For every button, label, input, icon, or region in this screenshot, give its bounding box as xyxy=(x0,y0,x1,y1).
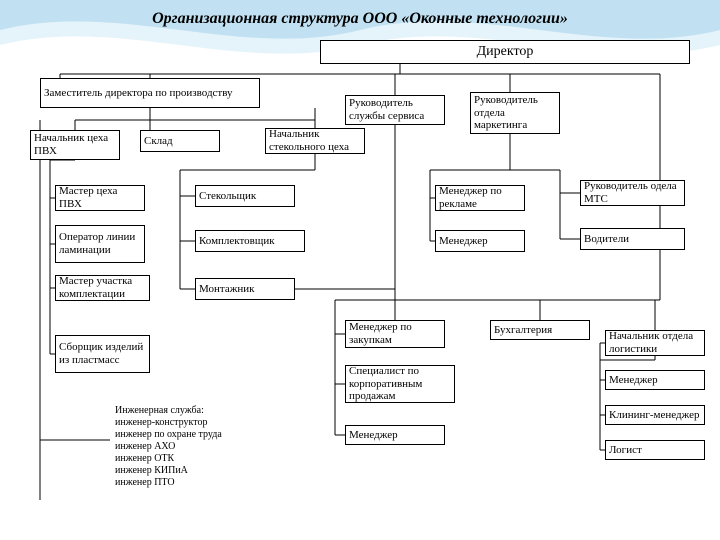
node-assembly_master: Мастер участка комплектации xyxy=(55,275,150,301)
node-glazier: Стекольщик xyxy=(195,185,295,207)
node-marketing_head: Руководитель отдела маркетинга xyxy=(470,92,560,134)
node-service_head: Руководитель службы сервиса xyxy=(345,95,445,125)
node-warehouse: Склад xyxy=(140,130,220,152)
node-glass_head: Начальник стекольного цеха xyxy=(265,128,365,154)
node-accounting: Бухгалтерия xyxy=(490,320,590,340)
node-pvc_master: Мастер цеха ПВХ xyxy=(55,185,145,211)
node-drivers: Водители xyxy=(580,228,685,250)
node-manager3: Менеджер xyxy=(345,425,445,445)
node-logistics_head: Начальник отдела логистики xyxy=(605,330,705,356)
node-assembler: Сборщик изделий из пластмасс xyxy=(55,335,150,373)
page-title: Организационная структура ООО «Оконные т… xyxy=(0,10,720,28)
node-mts_head: Руководитель одела МТС xyxy=(580,180,685,206)
node-laminator: Оператор линии ламинации xyxy=(55,225,145,263)
node-ad_manager: Менеджер по рекламе xyxy=(435,185,525,211)
node-manager1: Менеджер xyxy=(435,230,525,252)
node-corp_sales: Специалист по корпоративным продажам xyxy=(345,365,455,403)
node-manager2: Менеджер xyxy=(605,370,705,390)
node-installer: Монтажник xyxy=(195,278,295,300)
node-pvc_head: Начальник цеха ПВХ xyxy=(30,130,120,160)
node-deputy: Заместитель директора по производству xyxy=(40,78,260,108)
node-logist: Логист xyxy=(605,440,705,460)
node-director: Директор xyxy=(320,40,690,64)
node-purchasing: Менеджер по закупкам xyxy=(345,320,445,348)
node-cleaning: Клининг-менеджер xyxy=(605,405,705,425)
node-picker: Комплектовщик xyxy=(195,230,305,252)
engineering-service-block: Инженерная служба:инженер-конструкторинж… xyxy=(115,405,265,489)
